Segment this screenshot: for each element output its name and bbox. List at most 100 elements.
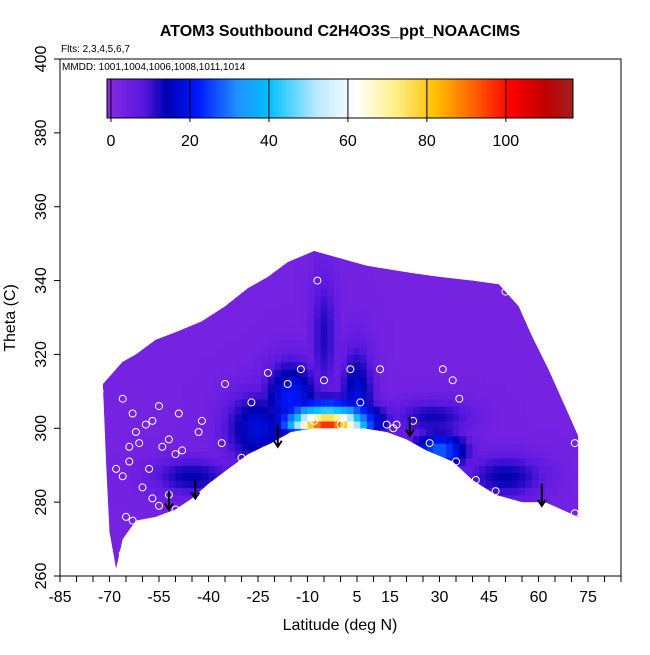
field-cell xyxy=(116,561,124,569)
sample-point xyxy=(112,464,121,473)
field-cell xyxy=(208,251,216,252)
field-cell xyxy=(234,406,243,415)
field-cell xyxy=(366,376,375,385)
field-cell xyxy=(155,302,163,311)
field-cell xyxy=(373,273,381,282)
field-cell xyxy=(261,347,269,355)
field-cell xyxy=(406,509,414,518)
field-cell xyxy=(498,384,507,392)
field-cell xyxy=(498,273,507,282)
field-cell xyxy=(142,310,150,319)
field-cell xyxy=(149,347,157,355)
field-cell xyxy=(116,480,124,488)
field-cell xyxy=(347,398,355,407)
field-cell xyxy=(459,324,467,333)
field-cell xyxy=(254,273,262,282)
field-cell xyxy=(241,553,249,562)
field-cell xyxy=(248,265,256,274)
field-cell xyxy=(426,546,434,555)
field-cell xyxy=(380,546,388,555)
field-cell xyxy=(459,354,467,363)
field-cell xyxy=(531,265,540,274)
field-cell xyxy=(492,472,500,481)
field-cell xyxy=(149,524,157,533)
field-cell xyxy=(281,553,289,562)
field-cell xyxy=(188,369,196,378)
field-cell xyxy=(578,524,579,533)
field-cell xyxy=(439,450,447,459)
field-cell xyxy=(234,332,243,341)
field-cell xyxy=(492,265,500,274)
field-cell xyxy=(419,457,427,466)
field-cell xyxy=(327,265,335,274)
field-cell xyxy=(564,457,573,466)
field-cell xyxy=(300,361,309,370)
field-cell xyxy=(413,310,421,319)
field-cell xyxy=(228,435,236,444)
field-cell xyxy=(122,524,130,533)
field-cell xyxy=(221,251,229,252)
field-cell xyxy=(275,569,282,577)
field-cell xyxy=(492,288,500,296)
field-cell xyxy=(498,435,507,444)
field-cell xyxy=(340,251,348,259)
field-cell xyxy=(531,465,540,474)
field-cell xyxy=(168,457,177,466)
field-cell xyxy=(149,251,157,252)
field-cell xyxy=(241,339,249,348)
field-cell xyxy=(300,516,309,525)
field-cell xyxy=(479,273,487,282)
field-cell xyxy=(406,369,414,378)
field-cell xyxy=(241,258,249,267)
field-cell xyxy=(485,502,493,511)
field-cell xyxy=(281,487,289,496)
field-cell xyxy=(399,509,408,518)
field-cell xyxy=(254,516,262,525)
field-cell xyxy=(545,391,553,400)
field-cell xyxy=(432,376,441,385)
field-cell xyxy=(439,302,447,311)
field-cell xyxy=(340,531,348,540)
field-cell xyxy=(314,354,322,363)
sample-point xyxy=(448,376,457,385)
field-cell xyxy=(578,295,579,304)
y-tick-label: 260 xyxy=(33,563,50,590)
field-cell xyxy=(221,280,229,289)
field-cell xyxy=(545,288,553,296)
field-cell xyxy=(373,302,381,311)
field-cell xyxy=(254,480,262,488)
field-cell xyxy=(479,258,487,267)
field-cell xyxy=(327,332,335,341)
field-cell xyxy=(300,332,309,341)
field-cell xyxy=(109,420,117,429)
field-cell xyxy=(465,361,474,370)
field-cell xyxy=(426,369,434,378)
field-cell xyxy=(380,539,388,548)
field-cell xyxy=(518,472,526,481)
field-cell xyxy=(452,457,460,466)
field-cell xyxy=(268,236,275,244)
field-cell xyxy=(228,450,236,459)
field-cell xyxy=(413,251,421,259)
field-cell xyxy=(327,457,335,466)
field-cell xyxy=(314,280,322,289)
field-cell xyxy=(452,450,460,459)
field-cell xyxy=(578,546,579,555)
field-cell xyxy=(564,273,573,282)
field-cell xyxy=(545,251,553,252)
field-cell xyxy=(558,369,566,378)
field-cell xyxy=(241,369,249,378)
field-cell xyxy=(109,553,117,562)
field-cell xyxy=(182,539,190,548)
field-cell xyxy=(413,472,421,481)
field-cell xyxy=(518,324,526,333)
field-cell xyxy=(168,561,177,569)
field-cell xyxy=(505,457,513,466)
field-cell xyxy=(551,502,559,511)
field-cell xyxy=(406,435,414,444)
field-cell xyxy=(406,516,414,525)
field-cell xyxy=(558,288,566,296)
field-cell xyxy=(525,236,532,244)
field-cell xyxy=(505,258,513,267)
field-cell xyxy=(571,288,579,296)
